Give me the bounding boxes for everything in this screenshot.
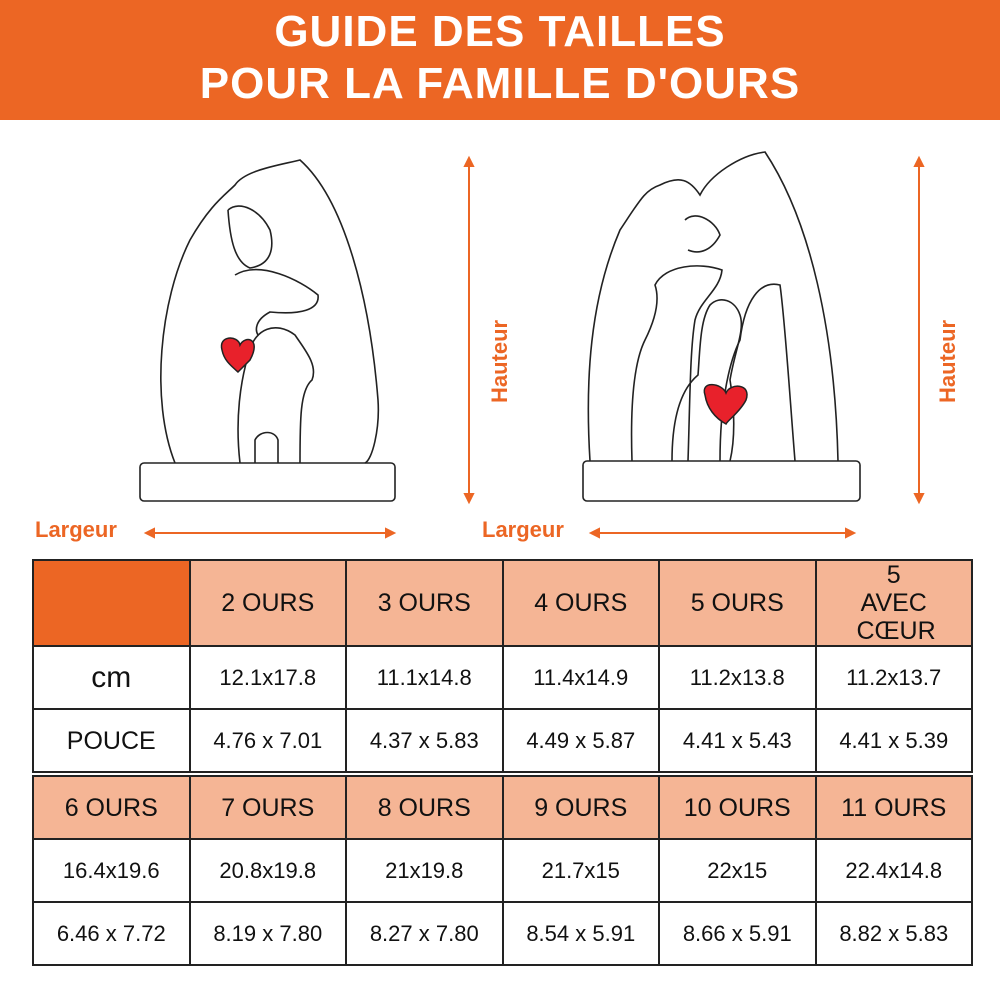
- table-cell: 8.27 x 7.80: [345, 901, 504, 966]
- two-bears-illustration: [139, 159, 396, 502]
- header-cell: 11 OURS: [814, 775, 973, 840]
- table-header-row: 2 OURS 3 OURS 4 OURS 5 OURS 5 AVEC CŒUR: [32, 559, 973, 647]
- height-label-2: Hauteur: [935, 319, 960, 403]
- table-cell: 20.8x19.8: [188, 838, 347, 903]
- header-cell: 10 OURS: [658, 775, 817, 840]
- unit-cell: POUCE: [32, 708, 191, 773]
- header-cell: 3 OURS: [345, 559, 504, 647]
- header-cell: 8 OURS: [345, 775, 504, 840]
- height-label-1: Hauteur: [487, 319, 512, 403]
- table-header-row: 6 OURS 7 OURS 8 OURS 9 OURS 10 OURS 11 O…: [32, 775, 973, 840]
- bear-family-illustrations: [139, 151, 925, 539]
- size-table-2: 6 OURS 7 OURS 8 OURS 9 OURS 10 OURS 11 O…: [32, 775, 973, 966]
- heart-icon: [703, 383, 748, 426]
- width-label-2: Largeur: [482, 517, 564, 542]
- header-cell: 5 OURS: [658, 559, 817, 647]
- title-line-2: POUR LA FAMILLE D'OURS: [199, 59, 801, 108]
- table-cell: 11.2x13.7: [814, 645, 973, 710]
- header-cell: 5 AVEC CŒUR: [814, 559, 973, 647]
- width-label-1: Largeur: [35, 517, 117, 542]
- table-row: 6.46 x 7.72 8.19 x 7.80 8.27 x 7.80 8.54…: [32, 901, 973, 966]
- table-cell: 22x15: [658, 838, 817, 903]
- header-cell: 9 OURS: [501, 775, 660, 840]
- table-cell: 4.49 x 5.87: [501, 708, 660, 773]
- table-cell: 4.76 x 7.01: [188, 708, 347, 773]
- table-cell: 4.41 x 5.39: [814, 708, 973, 773]
- table-cell: 8.82 x 5.83: [814, 901, 973, 966]
- title-banner: GUIDE DES TAILLES POUR LA FAMILLE D'OURS: [0, 0, 1000, 120]
- table-cell: 11.1x14.8: [345, 645, 504, 710]
- header-cell: 6 OURS: [32, 775, 191, 840]
- table-cell: 8.54 x 5.91: [501, 901, 660, 966]
- table-cell: 12.1x17.8: [188, 645, 347, 710]
- wood-base: [139, 462, 396, 502]
- table-cell: 4.41 x 5.43: [658, 708, 817, 773]
- table-cell: 21.7x15: [501, 838, 660, 903]
- title-line-1: GUIDE DES TAILLES: [274, 7, 726, 56]
- table-cell: 11.4x14.9: [501, 645, 660, 710]
- table-cell: 4.37 x 5.83: [345, 708, 504, 773]
- corner-cell: [32, 559, 191, 647]
- heart-icon: [220, 337, 255, 374]
- table-cell: 11.2x13.8: [658, 645, 817, 710]
- wood-base: [582, 460, 861, 502]
- table-row: 16.4x19.6 20.8x19.8 21x19.8 21.7x15 22x1…: [32, 838, 973, 903]
- table-cell: 6.46 x 7.72: [32, 901, 191, 966]
- dimension-arrows: [143, 155, 925, 539]
- table-row: POUCE 4.76 x 7.01 4.37 x 5.83 4.49 x 5.8…: [32, 708, 973, 773]
- header-cell: 7 OURS: [188, 775, 347, 840]
- header-cell: 2 OURS: [188, 559, 347, 647]
- table-cell: 8.66 x 5.91: [658, 901, 817, 966]
- table-cell: 21x19.8: [345, 838, 504, 903]
- size-table-1: 2 OURS 3 OURS 4 OURS 5 OURS 5 AVEC CŒUR …: [32, 559, 973, 773]
- header-cell: 4 OURS: [501, 559, 660, 647]
- table-row: cm 12.1x17.8 11.1x14.8 11.4x14.9 11.2x13…: [32, 645, 973, 710]
- table-cell: 22.4x14.8: [814, 838, 973, 903]
- unit-cell: cm: [32, 645, 191, 710]
- five-bears-illustration: [582, 151, 861, 502]
- table-cell: 16.4x19.6: [32, 838, 191, 903]
- table-cell: 8.19 x 7.80: [188, 901, 347, 966]
